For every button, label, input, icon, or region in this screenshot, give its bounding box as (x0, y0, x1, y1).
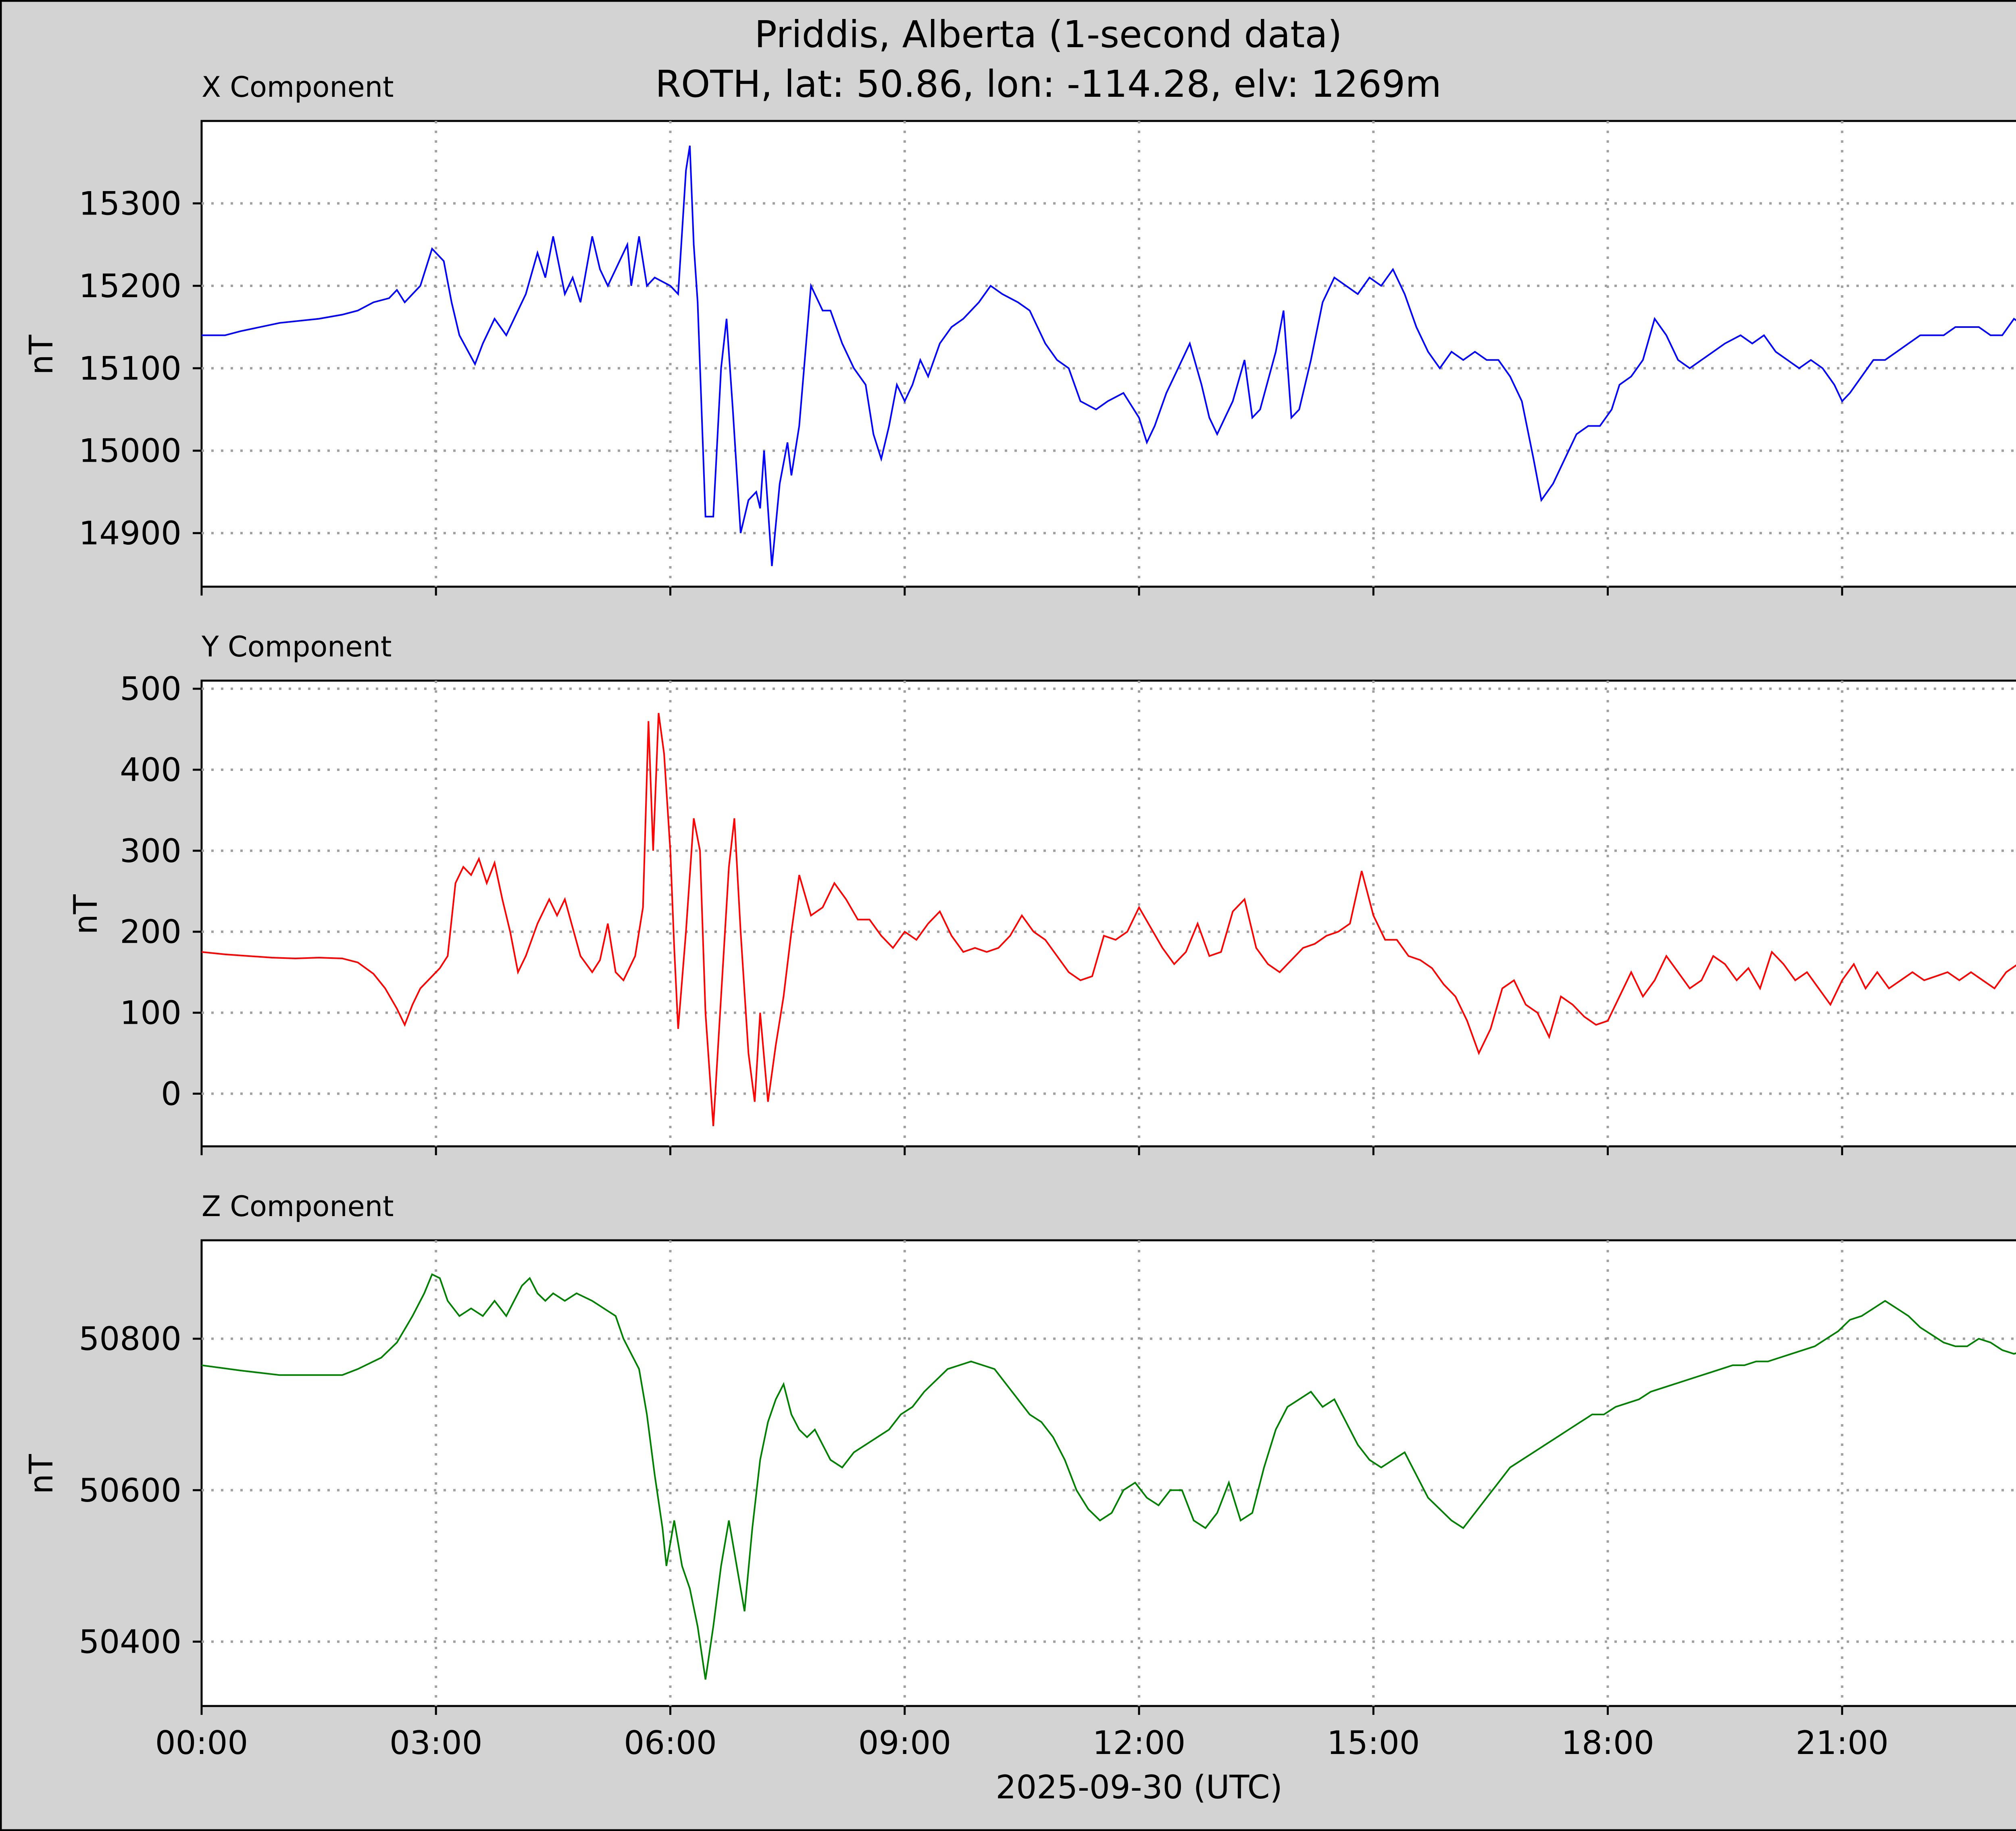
x-tick-label-5: 15:00 (1327, 1724, 1420, 1762)
panel-x-grid (202, 121, 2016, 587)
panel-z-x-ticks (200, 1706, 1843, 1715)
panel-2-ytick-label-2: 50800 (79, 1320, 182, 1358)
panel-0-ytick-label-1: 15000 (79, 432, 182, 470)
panel-y-plot-area (200, 679, 2016, 1148)
x-tick-label-6: 18:00 (1561, 1724, 1654, 1762)
panel-0-ytick-label-3: 15200 (79, 267, 182, 305)
panel-1-ytick-label-4: 400 (120, 751, 181, 789)
panel-2-ytick-label-1: 50600 (79, 1472, 182, 1509)
panel-1-ytick-label-1: 100 (120, 994, 181, 1032)
x-tick-label-2: 06:00 (624, 1724, 717, 1762)
chart-title-line1: Priddis, Alberta (1-second data) (754, 13, 1342, 56)
x-tick-labels: 00:00 03:00 06:00 09:00 12:00 15:00 18:00 21:00 (155, 1724, 1889, 1762)
panel-z-title: Z Component (202, 1190, 394, 1223)
panel-x-y-ticks: 14900 15000 15100 15200 15300 (79, 185, 202, 552)
panel-z-y-ticks: 50400 50600 50800 (79, 1320, 202, 1660)
panel-x-x-ticks (200, 587, 1843, 596)
panel-1-ytick-label-2: 200 (120, 913, 181, 951)
x-component-series-line (202, 145, 2016, 567)
panel-0-ytick-label-4: 15300 (79, 185, 182, 222)
y-component-series-line (201, 713, 2016, 1126)
panel-1-ytick-label-0: 0 (161, 1075, 181, 1112)
panel-x-ylabel: nT (23, 334, 60, 375)
panel-y-title: Y Component (201, 630, 392, 663)
panel-1-ytick-label-3: 300 (120, 832, 181, 870)
panel-1-ytick-label-5: 500 (120, 670, 181, 708)
x-tick-label-4: 12:00 (1093, 1724, 1186, 1762)
x-tick-label-3: 09:00 (858, 1724, 951, 1762)
panel-y-ylabel: nT (67, 894, 104, 935)
panel-x-plot-area (200, 120, 2016, 588)
x-tick-label-1: 03:00 (389, 1724, 483, 1762)
panel-x-title: X Component (202, 71, 394, 104)
panel-y-x-ticks (200, 1146, 1843, 1155)
panel-z-grid (202, 1240, 2016, 1706)
panel-0-ytick-label-0: 14900 (79, 515, 182, 552)
panel-0-ytick-label-2: 15100 (79, 350, 182, 387)
panel-z-ylabel: nT (23, 1454, 60, 1494)
chart-title-line2: ROTH, lat: 50.86, lon: -114.28, elv: 126… (655, 62, 1441, 106)
panel-z: Z Component 50400 50600 50800 nT (23, 1190, 2016, 1715)
x-tick-label-7: 21:00 (1795, 1724, 1889, 1762)
x-axis-label: 2025-09-30 (UTC) (996, 1769, 1282, 1806)
z-component-series-line (201, 1273, 2016, 1680)
panel-x: X Component 14900 15000 15100 15200 15300 nT (23, 71, 2016, 596)
x-tick-label-0: 00:00 (155, 1724, 248, 1762)
panel-y-y-ticks: 0 100 200 300 400 500 (120, 670, 202, 1112)
panel-y: Y Component 0 100 200 300 400 500 nT (67, 630, 2016, 1155)
panel-2-ytick-label-0: 50400 (79, 1623, 182, 1660)
